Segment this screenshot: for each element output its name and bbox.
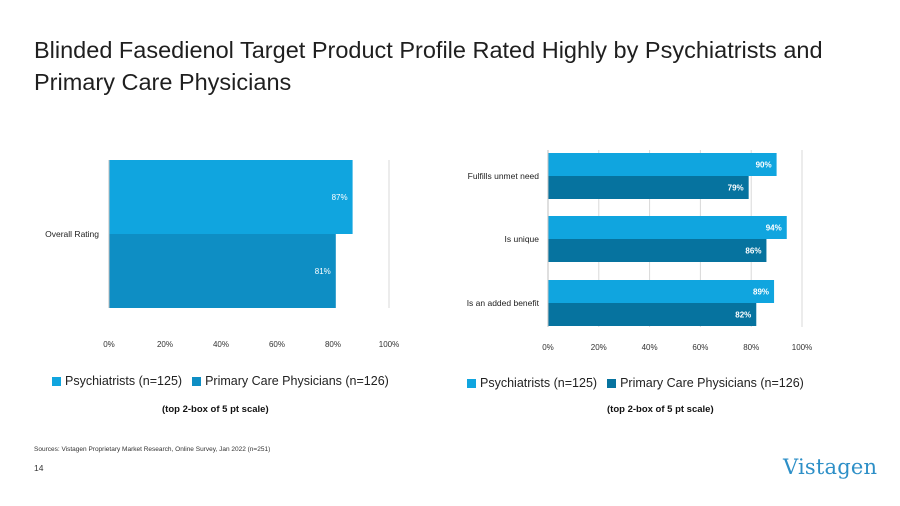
data-label: 89% bbox=[753, 288, 769, 297]
bar bbox=[548, 176, 749, 199]
bar bbox=[548, 280, 775, 303]
x-tick-label: 60% bbox=[269, 340, 285, 349]
data-label: 86% bbox=[745, 247, 761, 256]
data-label: 90% bbox=[756, 161, 772, 170]
legend-swatch-psychiatrists bbox=[467, 378, 476, 388]
legend-swatch-pcp bbox=[607, 378, 617, 388]
bar bbox=[548, 153, 777, 176]
data-label: 87% bbox=[332, 193, 348, 202]
x-tick-label: 100% bbox=[792, 343, 812, 352]
x-tick-label: 100% bbox=[379, 340, 399, 349]
legend-label: Psychiatrists (n=125) bbox=[480, 376, 598, 390]
data-label: 82% bbox=[735, 311, 751, 320]
bar bbox=[109, 234, 336, 308]
slide-title: Blinded Fasedienol Target Product Profil… bbox=[34, 37, 823, 95]
bar bbox=[548, 216, 787, 239]
category-label: Fulfills unmet need bbox=[468, 171, 540, 181]
data-label: 81% bbox=[315, 267, 331, 276]
x-tick-label: 80% bbox=[743, 343, 759, 352]
legend-swatch-pcp bbox=[192, 376, 202, 386]
x-tick-label: 20% bbox=[157, 340, 173, 349]
legend-item-pcp: Primary Care Physicians (n=126) bbox=[607, 376, 804, 390]
bar bbox=[548, 239, 767, 262]
x-tick-label: 0% bbox=[542, 343, 554, 352]
right-legend: Psychiatrists (n=125) Primary Care Physi… bbox=[467, 376, 814, 390]
legend-item-pcp: Primary Care Physicians (n=126) bbox=[192, 374, 389, 388]
legend-item-psychiatrists: Psychiatrists (n=125) bbox=[467, 376, 597, 390]
category-label: Overall Rating bbox=[45, 229, 99, 239]
category-label: Is an added benefit bbox=[467, 298, 540, 308]
data-label: 79% bbox=[728, 184, 744, 193]
x-tick-label: 80% bbox=[325, 340, 341, 349]
left-scale-note: (top 2-box of 5 pt scale) bbox=[162, 404, 269, 415]
x-tick-label: 20% bbox=[591, 343, 607, 352]
page-number: 14 bbox=[34, 463, 44, 473]
data-label: 94% bbox=[766, 224, 782, 233]
legend-label: Psychiatrists (n=125) bbox=[65, 374, 183, 388]
category-label: Is unique bbox=[505, 234, 540, 244]
legend-label: Primary Care Physicians (n=126) bbox=[205, 374, 389, 388]
bar bbox=[548, 303, 757, 326]
vistagen-logo: Vistagen bbox=[783, 455, 878, 479]
legend-swatch-psychiatrists bbox=[52, 376, 61, 386]
x-tick-label: 60% bbox=[692, 343, 708, 352]
legend-label: Primary Care Physicians (n=126) bbox=[620, 376, 804, 390]
bar bbox=[109, 160, 353, 234]
source-note: Sources: Vistagen Proprietary Market Res… bbox=[34, 446, 271, 453]
legend-item-psychiatrists: Psychiatrists (n=125) bbox=[52, 374, 182, 388]
x-tick-label: 0% bbox=[103, 340, 115, 349]
x-tick-label: 40% bbox=[213, 340, 229, 349]
left-legend: Psychiatrists (n=125) Primary Care Physi… bbox=[52, 374, 399, 388]
x-tick-label: 40% bbox=[642, 343, 658, 352]
right-scale-note: (top 2-box of 5 pt scale) bbox=[607, 404, 714, 415]
